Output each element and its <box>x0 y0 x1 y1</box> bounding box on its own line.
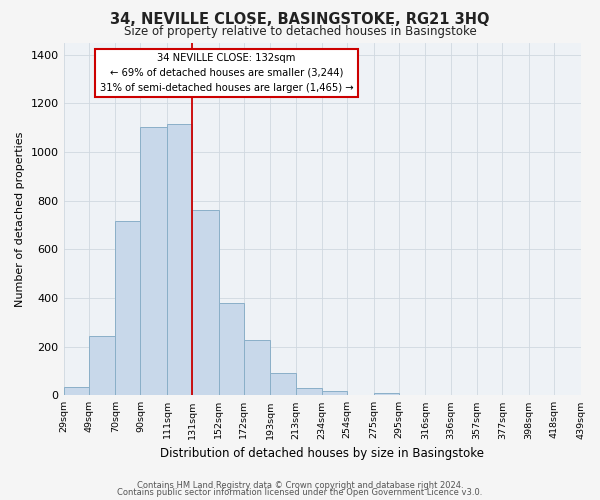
Bar <box>64 387 89 396</box>
Text: 34, NEVILLE CLOSE, BASINGSTOKE, RG21 3HQ: 34, NEVILLE CLOSE, BASINGSTOKE, RG21 3HQ <box>110 12 490 28</box>
Text: Size of property relative to detached houses in Basingstoke: Size of property relative to detached ho… <box>124 25 476 38</box>
Bar <box>244 340 271 396</box>
Bar <box>271 374 296 396</box>
Text: 34 NEVILLE CLOSE: 132sqm
← 69% of detached houses are smaller (3,244)
31% of sem: 34 NEVILLE CLOSE: 132sqm ← 69% of detach… <box>100 53 353 92</box>
Text: Contains HM Land Registry data © Crown copyright and database right 2024.: Contains HM Land Registry data © Crown c… <box>137 480 463 490</box>
Bar <box>167 124 192 396</box>
Bar <box>374 393 399 396</box>
Bar <box>115 221 140 396</box>
Bar <box>140 128 167 396</box>
Text: Contains public sector information licensed under the Open Government Licence v3: Contains public sector information licen… <box>118 488 482 497</box>
Bar <box>89 336 115 396</box>
Bar <box>296 388 322 396</box>
Y-axis label: Number of detached properties: Number of detached properties <box>15 131 25 306</box>
X-axis label: Distribution of detached houses by size in Basingstoke: Distribution of detached houses by size … <box>160 447 484 460</box>
Bar <box>192 210 218 396</box>
Bar <box>322 391 347 396</box>
Bar <box>218 303 244 396</box>
